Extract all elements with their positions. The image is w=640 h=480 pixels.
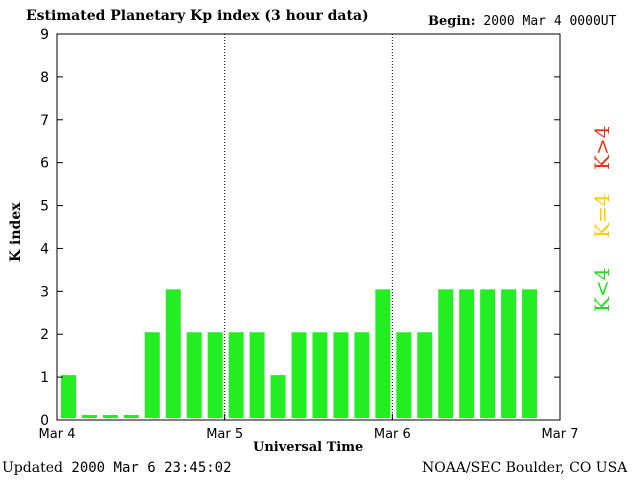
updated-value: 2000 Mar 6 23:45:02 — [71, 460, 232, 476]
kp-bar — [522, 289, 538, 418]
kp-bar — [207, 332, 223, 418]
kp-bar — [123, 415, 139, 418]
kp-bar — [459, 289, 475, 418]
x-tick-label: Mar 4 — [39, 427, 76, 442]
kp-bar — [501, 289, 517, 418]
legend-low: K<4 — [590, 267, 614, 312]
y-tick-label: 5 — [40, 199, 49, 215]
y-tick-label: 3 — [40, 284, 49, 300]
kp-bar — [375, 289, 391, 418]
begin-label: Begin: — [428, 14, 476, 29]
y-tick-label: 4 — [40, 241, 49, 257]
y-tick-label: 8 — [40, 70, 49, 86]
kp-bar — [270, 375, 286, 418]
x-tick-label: Mar 6 — [374, 427, 411, 442]
kp-bar — [249, 332, 265, 418]
kp-bar — [354, 332, 370, 418]
kp-bar — [144, 332, 160, 418]
plot-frame — [56, 33, 561, 421]
begin-info: Begin: 2000 Mar 4 0000UT — [428, 14, 616, 29]
x-axis-label: Universal Time — [253, 440, 364, 455]
y-tick-label: 1 — [40, 370, 49, 386]
kp-bar — [396, 332, 412, 418]
kp-bar — [186, 332, 202, 418]
chart-title: Estimated Planetary Kp index (3 hour dat… — [26, 8, 369, 24]
kp-bar — [61, 375, 76, 418]
kp-bar — [312, 332, 328, 418]
kp-bar — [81, 415, 97, 418]
kp-bar — [438, 289, 454, 418]
kp-bar — [333, 332, 349, 418]
begin-value: 2000 Mar 4 0000UT — [483, 14, 617, 29]
x-tick-label: Mar 5 — [206, 427, 243, 442]
kp-bar — [228, 332, 244, 418]
credit-text: NOAA/SEC Boulder, CO USA — [422, 460, 628, 476]
kp-bar — [102, 415, 118, 418]
legend-high: K>4 — [590, 125, 614, 170]
updated-info: Updated 2000 Mar 6 23:45:02 — [2, 460, 232, 476]
y-tick-label: 0 — [40, 413, 49, 429]
kp-bar — [480, 289, 496, 418]
legend-mid: K=4 — [590, 193, 614, 238]
y-axis-label: K index — [8, 202, 24, 262]
kp-bar — [165, 289, 181, 418]
y-tick-label: 9 — [40, 27, 49, 43]
x-tick-label: Mar 7 — [542, 427, 579, 442]
y-tick-label: 6 — [40, 156, 49, 172]
y-tick-label: 7 — [40, 113, 49, 129]
updated-label: Updated — [2, 460, 63, 476]
kp-bar — [291, 332, 307, 418]
kp-bar — [417, 332, 433, 418]
y-tick-label: 2 — [40, 327, 49, 343]
